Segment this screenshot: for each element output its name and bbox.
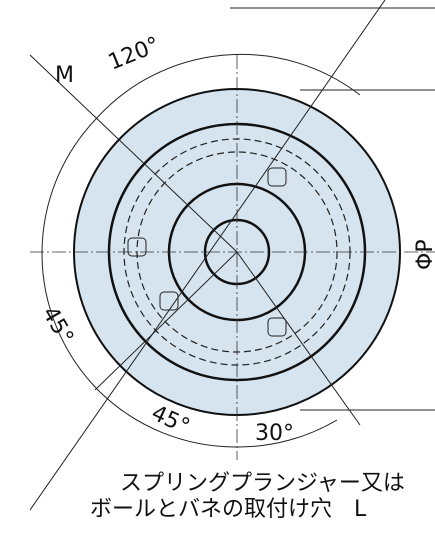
drawing: M 120° 45° 45° 30° ΦP スプリングプランジャー又は ボールと… [0,0,435,537]
angle-label: 120° [105,33,164,76]
note-line: スプリングプランジャー又は [120,471,405,496]
note-line: ボールとバネの取付け穴 L [90,497,367,522]
diameter-label: ΦP [413,239,435,270]
label-m: M [55,63,74,88]
angle-label: 45° [37,303,78,349]
angle-label: 30° [255,421,294,446]
